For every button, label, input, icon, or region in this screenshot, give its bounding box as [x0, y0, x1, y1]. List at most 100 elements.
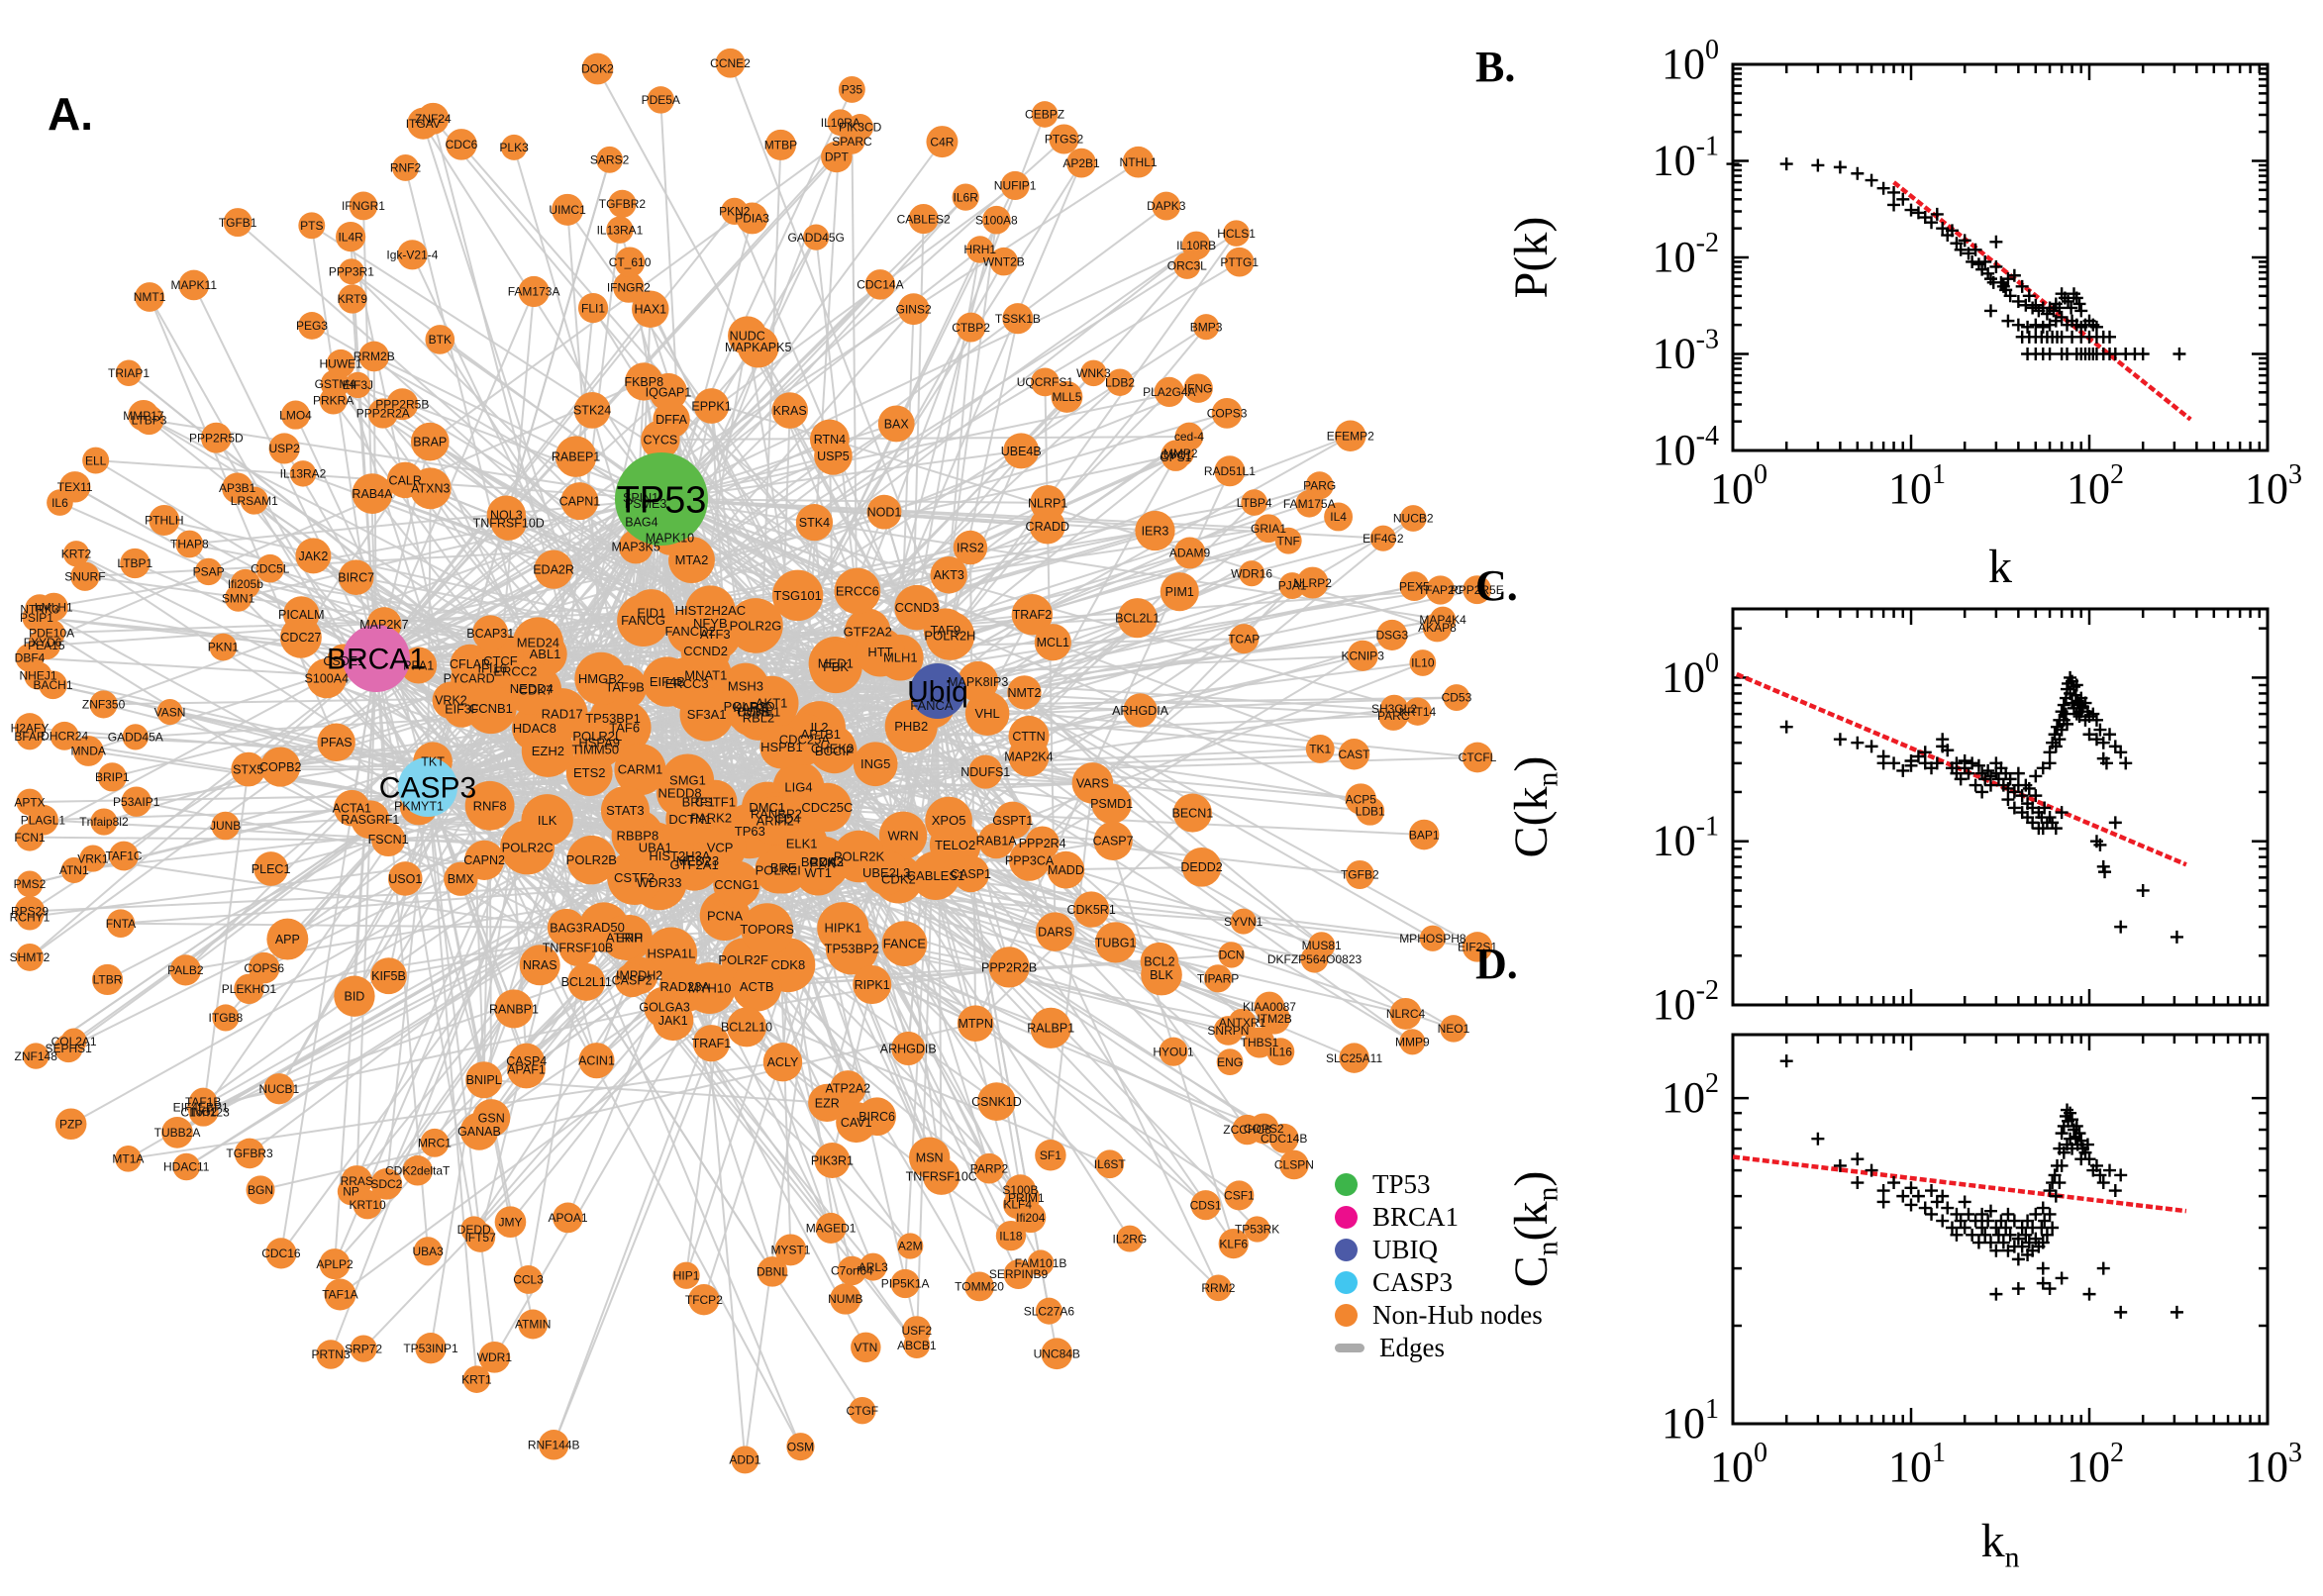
- network-edge: [746, 335, 939, 692]
- network-node: [751, 796, 800, 846]
- network-node: [977, 1082, 1016, 1121]
- network-node: [1399, 505, 1427, 532]
- panel-label-a: A.: [48, 88, 93, 140]
- network-edge: [422, 123, 662, 500]
- network-node: [1338, 739, 1370, 770]
- network-node: [1347, 640, 1378, 671]
- network-node: [464, 840, 505, 880]
- network-node: [494, 989, 534, 1029]
- network-node: [266, 918, 309, 960]
- network-node: [518, 275, 550, 308]
- network-node: [521, 724, 574, 777]
- network-edge: [878, 219, 998, 652]
- svg-text:102: 102: [2067, 1438, 2124, 1491]
- svg-text:k: k: [1988, 541, 2012, 593]
- network-node: [386, 461, 424, 499]
- network-node: [617, 594, 669, 648]
- network-edge: [904, 690, 939, 1284]
- network-node: [336, 222, 366, 252]
- network-node: [613, 271, 645, 303]
- network-edge: [375, 184, 1016, 659]
- network-edge: [659, 435, 1189, 442]
- network-edge: [709, 245, 1197, 625]
- network-edge: [490, 260, 1241, 710]
- svg-text:103: 103: [2245, 1438, 2302, 1491]
- network-node: [809, 419, 850, 459]
- panel-c-plot: 100 10-1 10-2 C(kn​): [1505, 607, 2270, 1029]
- network-node: [231, 751, 266, 787]
- network-node: [771, 569, 824, 622]
- network-node: [614, 744, 666, 796]
- network-node: [338, 559, 374, 596]
- network-node: [728, 598, 783, 653]
- network-node: [1009, 840, 1051, 881]
- network-edge: [429, 126, 861, 443]
- network-node: [263, 1073, 295, 1105]
- network-node: [762, 1042, 803, 1082]
- network-node: [1160, 572, 1199, 612]
- network-node: [649, 372, 688, 412]
- network-node: [370, 822, 406, 857]
- network-node: [334, 789, 370, 827]
- svg-text:100: 100: [1710, 1438, 1768, 1491]
- network-node: [334, 975, 375, 1017]
- network-node: [891, 1031, 926, 1066]
- network-node: [731, 1446, 759, 1474]
- network-node: [508, 1043, 545, 1080]
- network-edge: [660, 498, 686, 987]
- legend-dot-icon: [1335, 1239, 1358, 1261]
- network-node: [464, 780, 515, 831]
- network-node: [814, 1143, 851, 1179]
- network-edge: [29, 657, 377, 958]
- network-edge: [553, 786, 800, 1446]
- network-edge: [192, 284, 377, 659]
- network-edge: [375, 502, 647, 659]
- legend-item-label: TP53: [1372, 1169, 1431, 1199]
- network-node: [614, 962, 650, 998]
- network-node: [644, 986, 685, 1029]
- network-node: [834, 567, 881, 615]
- network-node: [573, 391, 611, 429]
- network-node: [1072, 891, 1110, 928]
- legend-item-CASP3: CASP3: [1335, 1266, 1543, 1299]
- network-node: [713, 860, 760, 909]
- network-node: [555, 436, 597, 477]
- svg-text:10-1: 10-1: [1653, 812, 1719, 865]
- network-node: [1035, 912, 1075, 951]
- legend-item-Non-Hub-nodes: Non-Hub nodes: [1335, 1299, 1543, 1332]
- network-edge: [660, 283, 881, 500]
- network-edge: [685, 862, 824, 1276]
- network-node: [1254, 514, 1283, 544]
- network-node: [600, 785, 650, 835]
- network-node: [465, 1061, 503, 1099]
- network-node: [451, 659, 488, 697]
- network-node: [858, 1097, 896, 1137]
- svg-text:101: 101: [1888, 459, 1946, 513]
- network-node: [737, 326, 779, 368]
- network-edge: [375, 412, 1228, 659]
- network-node: [689, 608, 742, 660]
- network-node: [581, 52, 614, 85]
- legend-edge-icon: [1335, 1344, 1364, 1352]
- plot-ticks: [1731, 609, 2270, 1007]
- network-edge: [39, 502, 647, 611]
- network-edge: [29, 881, 659, 913]
- network-node: [1181, 848, 1222, 887]
- network-node: [817, 902, 869, 954]
- network-node: [1123, 693, 1158, 728]
- network-node: [567, 962, 606, 1001]
- network-node: [692, 1025, 731, 1062]
- network-edge: [375, 160, 1140, 659]
- network-node: [866, 494, 902, 530]
- legend-item-label: Non-Hub nodes: [1372, 1300, 1543, 1330]
- network-node: [653, 400, 690, 439]
- network-edge: [42, 380, 645, 644]
- svg-text:10-3: 10-3: [1653, 325, 1719, 378]
- scatter-points: [1726, 157, 2186, 360]
- plot-frame: [1731, 607, 2270, 1007]
- network-edge: [937, 584, 1293, 692]
- network-edge: [729, 62, 952, 637]
- network-node: [953, 530, 988, 565]
